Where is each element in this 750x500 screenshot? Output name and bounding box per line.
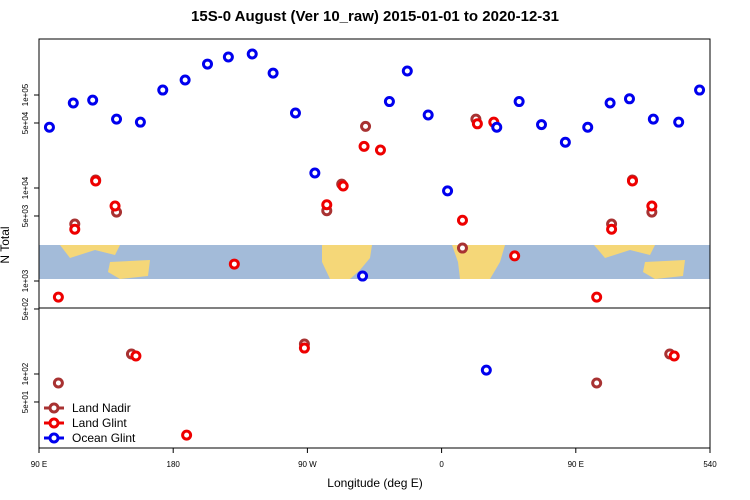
point — [246, 48, 258, 60]
x-tick-label: 90 E — [568, 460, 584, 469]
point — [179, 74, 191, 86]
point — [646, 200, 658, 212]
legend-label: Land Nadir — [72, 401, 131, 415]
point — [109, 200, 121, 212]
point — [509, 250, 521, 262]
point — [52, 377, 64, 389]
point — [673, 116, 685, 128]
point — [157, 84, 169, 96]
y-tick-label: 1e+02 — [21, 362, 30, 385]
point — [337, 180, 349, 192]
point — [668, 350, 680, 362]
point — [43, 121, 55, 133]
point — [604, 97, 616, 109]
point — [582, 121, 594, 133]
y-tick-label: 1e+05 — [21, 83, 30, 106]
point — [69, 223, 81, 235]
x-tick-label: 540 — [703, 460, 717, 469]
point — [87, 94, 99, 106]
y-tick-label: 5e+03 — [21, 204, 30, 227]
point — [374, 144, 386, 156]
point — [201, 58, 213, 70]
x-tick-label: 0 — [439, 460, 444, 469]
point — [181, 429, 193, 441]
x-tick-label: 180 — [167, 460, 181, 469]
plot-frame — [38, 38, 711, 449]
x-tick-label: 90 W — [298, 460, 317, 469]
point — [456, 214, 468, 226]
point — [456, 242, 468, 254]
point — [383, 96, 395, 108]
point — [134, 116, 146, 128]
point — [491, 121, 503, 133]
legend-label: Land Glint — [72, 416, 127, 430]
chart-title: 15S-0 August (Ver 10_raw) 2015-01-01 to … — [191, 8, 559, 25]
map-strip — [39, 245, 710, 279]
point — [358, 140, 370, 152]
point — [228, 258, 240, 270]
point — [606, 223, 618, 235]
y-tick-label: 5e+01 — [21, 390, 30, 413]
legend-marker — [48, 432, 60, 444]
x-tick-label: 90 E — [31, 460, 47, 469]
point — [647, 113, 659, 125]
point — [559, 136, 571, 148]
point — [289, 107, 301, 119]
point — [694, 84, 706, 96]
point — [623, 93, 635, 105]
point — [111, 113, 123, 125]
point — [357, 270, 369, 282]
y-axis-label: N Total — [0, 226, 12, 263]
point — [321, 199, 333, 211]
y-tick-label: 5e+02 — [21, 297, 30, 320]
point — [442, 185, 454, 197]
point — [222, 51, 234, 63]
point — [52, 291, 64, 303]
point — [422, 109, 434, 121]
point — [480, 364, 492, 376]
point — [67, 97, 79, 109]
point — [626, 175, 638, 187]
legend-marker — [48, 402, 60, 414]
point — [591, 291, 603, 303]
x-axis-label: Longitude (deg E) — [327, 476, 422, 490]
point — [591, 377, 603, 389]
y-tick-label: 5e+04 — [21, 111, 30, 134]
point — [513, 96, 525, 108]
point — [267, 67, 279, 79]
y-tick-label: 1e+04 — [21, 176, 30, 199]
point — [298, 342, 310, 354]
point — [471, 118, 483, 130]
y-tick-label: 1e+03 — [21, 269, 30, 292]
legend-marker — [48, 417, 60, 429]
point — [90, 175, 102, 187]
point — [130, 350, 142, 362]
point — [401, 65, 413, 77]
legend-label: Ocean Glint — [72, 431, 136, 445]
point — [536, 119, 548, 131]
point — [309, 167, 321, 179]
point — [360, 120, 372, 132]
